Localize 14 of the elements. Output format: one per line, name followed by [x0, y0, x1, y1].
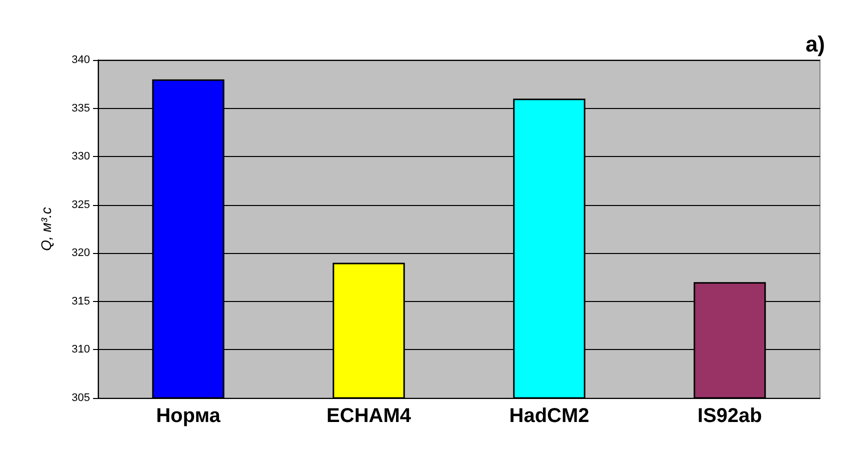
y-tick-label: 315	[72, 295, 90, 308]
y-axis-title: Q, м³.с	[38, 207, 54, 251]
y-tick-label: 330	[72, 150, 90, 163]
x-tick-label: HadCM2	[509, 405, 590, 427]
y-tick-label: 325	[72, 198, 90, 211]
y-tick-label: 340	[72, 54, 90, 66]
x-tick-label: Норма	[156, 405, 222, 427]
y-tick-label: 335	[72, 102, 90, 114]
x-tick-label: ECHAM4	[326, 405, 412, 427]
text: a)	[805, 32, 825, 56]
y-tick-label: 320	[72, 247, 90, 260]
y-tick-label: 310	[72, 344, 90, 356]
y-tick-label: 305	[72, 392, 90, 404]
x-tick-label: IS92ab	[698, 405, 762, 427]
